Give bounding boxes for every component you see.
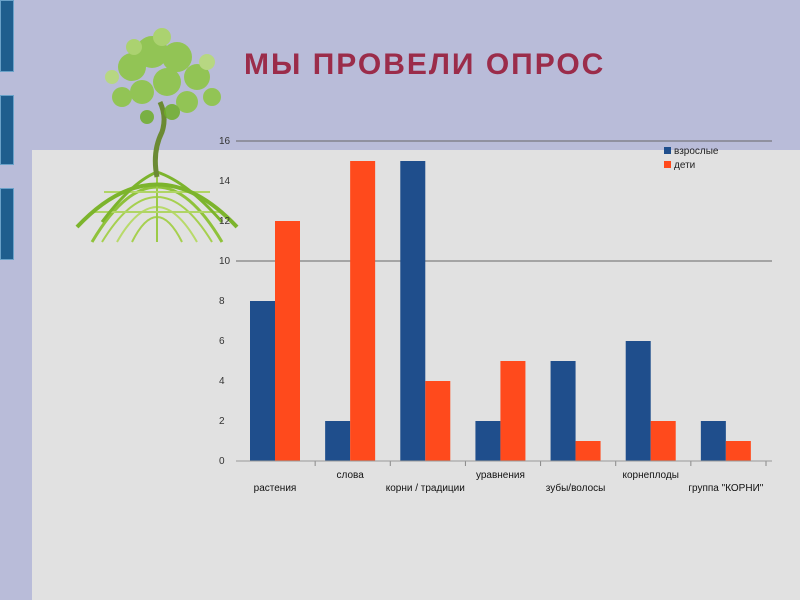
- bar-взрослые: [625, 341, 651, 461]
- y-tick-label: 16: [219, 136, 231, 147]
- legend-label: взрослые: [674, 146, 719, 157]
- bar-взрослые: [550, 361, 576, 461]
- tree-foliage: [105, 28, 221, 124]
- side-tab-3: [0, 188, 14, 260]
- bar-дети: [275, 221, 300, 461]
- bar-дети: [650, 421, 676, 461]
- x-category-label: группа "КОРНИ": [688, 483, 763, 494]
- bar-взрослые: [325, 421, 351, 461]
- y-tick-label: 0: [219, 456, 225, 467]
- tree-logo-icon: [75, 28, 239, 243]
- x-category-label: слова: [337, 470, 365, 481]
- y-tick-label: 10: [219, 256, 231, 267]
- bar-взрослые: [700, 421, 726, 461]
- y-tick-label: 8: [219, 296, 225, 307]
- bar-взрослые: [250, 301, 275, 461]
- bar-дети: [425, 381, 451, 461]
- legend-swatch: [664, 161, 671, 168]
- slide-title: МЫ ПРОВЕЛИ ОПРОС: [244, 48, 606, 81]
- x-category-label: уравнения: [476, 470, 525, 481]
- bar-дети: [725, 441, 751, 461]
- bar-дети: [575, 441, 601, 461]
- y-tick-label: 14: [219, 176, 231, 187]
- side-tab-2: [0, 95, 14, 165]
- legend-label: дети: [674, 160, 695, 171]
- legend-swatch: [664, 147, 671, 154]
- y-tick-label: 12: [219, 216, 231, 227]
- x-category-label: растения: [254, 483, 297, 494]
- bar-дети: [350, 161, 376, 461]
- tree-roots-globe: [75, 170, 239, 243]
- side-tab-1: [0, 0, 14, 72]
- y-tick-label: 4: [219, 376, 225, 387]
- x-category-label: корнеплоды: [623, 470, 679, 481]
- x-category-label: зубы/волосы: [546, 482, 606, 494]
- bar-взрослые: [400, 161, 426, 461]
- bar-взрослые: [475, 421, 501, 461]
- x-category-label: корни / традиции: [386, 483, 465, 494]
- y-tick-label: 6: [219, 336, 225, 347]
- y-tick-label: 2: [219, 416, 225, 427]
- tree-trunk: [152, 100, 167, 178]
- bar-дети: [500, 361, 526, 461]
